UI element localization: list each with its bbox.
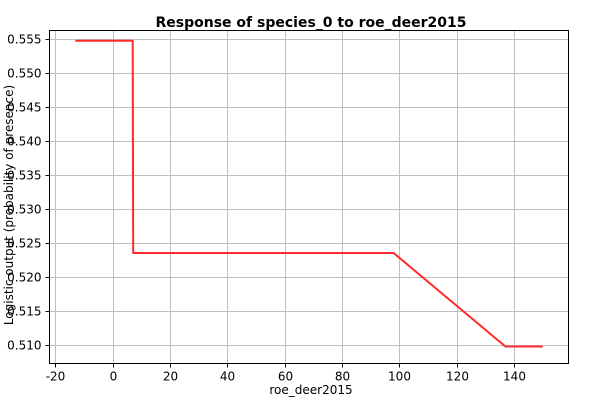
y-tick-label: 0.515 — [7, 305, 41, 319]
y-tick-label: 0.545 — [7, 101, 41, 115]
x-tick-label: 0 — [110, 370, 118, 384]
y-axis-label: Logistic output (probability of presence… — [2, 85, 16, 325]
x-axis-label: roe_deer2015 — [269, 383, 352, 397]
y-tick-label: 0.520 — [7, 271, 41, 285]
x-tick-label: 100 — [388, 370, 411, 384]
y-tick-label: 0.550 — [7, 67, 41, 81]
chart-title: Response of species_0 to roe_deer2015 — [156, 15, 467, 31]
x-tick-label: 120 — [446, 370, 469, 384]
ticks — [45, 39, 515, 368]
x-tick-label: 20 — [163, 370, 178, 384]
grid — [49, 30, 569, 364]
y-tick-label: 0.525 — [7, 237, 41, 251]
y-tick-labels: 0.510 0.515 0.520 0.525 0.530 0.535 0.540 0.545… — [7, 33, 41, 353]
x-tick-label: 80 — [335, 370, 350, 384]
y-tick-label: 0.555 — [7, 33, 41, 47]
plot-frame — [49, 30, 569, 364]
series-layer — [75, 39, 543, 348]
x-tick-label: 60 — [278, 370, 293, 384]
y-tick-label: 0.510 — [7, 339, 41, 353]
x-tick-label: 40 — [220, 370, 235, 384]
y-tick-label: 0.530 — [7, 203, 41, 217]
x-tick-label: -20 — [46, 370, 66, 384]
x-tick-labels: -20 0 20 40 60 80 100 120 140 — [46, 370, 526, 384]
series-line — [75, 39, 543, 348]
y-tick-label: 0.540 — [7, 135, 41, 149]
y-tick-label: 0.535 — [7, 169, 41, 183]
x-tick-label: 140 — [503, 370, 526, 384]
